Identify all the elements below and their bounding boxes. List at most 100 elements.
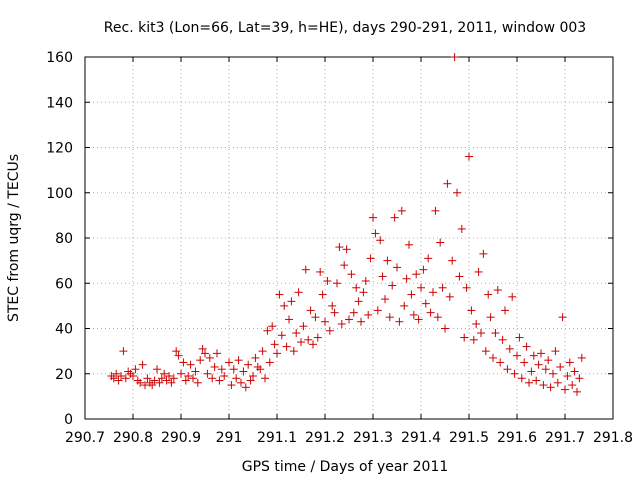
data-point [366, 254, 375, 263]
data-point [381, 295, 389, 304]
data-point [376, 236, 385, 245]
data-point [561, 385, 569, 394]
data-point [263, 326, 272, 335]
data-point [460, 333, 469, 342]
data-point [299, 322, 308, 331]
data-point [453, 188, 461, 197]
data-point [258, 347, 267, 356]
data-point [323, 276, 332, 285]
data-point [201, 349, 209, 358]
data-point [496, 358, 505, 367]
data-point [477, 329, 485, 338]
data-point [400, 301, 409, 310]
data-point [289, 347, 298, 356]
data-point [181, 376, 190, 385]
x-tick-label: 291.6 [497, 430, 537, 446]
data-point [270, 340, 279, 349]
data-point [441, 324, 449, 333]
data-point [419, 265, 428, 274]
x-tick-label: 290.8 [113, 430, 153, 446]
data-point [191, 367, 200, 376]
data-point [325, 326, 334, 335]
data-point [114, 376, 123, 385]
data-point [275, 290, 284, 299]
data-point [172, 347, 181, 356]
data-point [467, 306, 476, 315]
grid-lines [85, 57, 613, 419]
data-point [493, 286, 502, 295]
data-point [373, 306, 382, 315]
data-point [265, 358, 274, 367]
data-point [529, 351, 538, 360]
data-point [510, 369, 519, 378]
data-point [570, 367, 579, 376]
data-point [241, 383, 250, 392]
data-point [393, 263, 401, 272]
x-tick-label: 291.1 [257, 430, 297, 446]
x-tick-label: 291.2 [305, 430, 345, 446]
data-point [220, 372, 229, 381]
y-tick-label: 120 [46, 141, 73, 157]
data-point [551, 347, 560, 356]
data-point [472, 319, 481, 328]
data-point [340, 261, 349, 270]
data-point [517, 374, 526, 383]
data-point [388, 281, 397, 290]
data-point [397, 206, 406, 215]
data-point [352, 283, 361, 292]
data-point [328, 301, 337, 310]
data-point [503, 365, 512, 374]
data-point [443, 179, 452, 188]
data-point [215, 376, 224, 385]
data-point [217, 365, 226, 374]
x-tick-label: 291.5 [449, 430, 489, 446]
data-point [469, 335, 478, 344]
data-point [333, 279, 341, 288]
data-point [549, 369, 557, 378]
data-point [342, 245, 351, 254]
data-point [177, 369, 185, 378]
data-point [347, 270, 356, 279]
data-point [436, 238, 445, 247]
data-point [198, 344, 207, 353]
data-point [337, 319, 346, 328]
data-point [371, 229, 380, 238]
data-point [354, 297, 363, 306]
data-point [261, 374, 269, 383]
data-point [489, 353, 497, 362]
data-point [522, 342, 531, 351]
data-point [268, 322, 277, 331]
data-point [525, 378, 533, 387]
data-point [273, 349, 281, 358]
data-point [390, 213, 399, 222]
data-point [520, 358, 529, 367]
data-point [318, 290, 327, 299]
data-point [184, 372, 193, 381]
data-point [541, 365, 550, 374]
data-point [136, 378, 145, 387]
data-point [433, 313, 442, 322]
data-point [205, 353, 214, 362]
data-point [301, 265, 310, 274]
data-point [402, 274, 411, 283]
y-tick-label: 60 [55, 276, 73, 292]
data-point [421, 299, 430, 308]
data-point [229, 365, 238, 374]
data-point [309, 340, 317, 349]
y-axis-label: STEC from uqrg / TECUs [6, 154, 22, 322]
data-point [553, 378, 562, 387]
data-point [330, 308, 339, 317]
data-point [537, 349, 545, 358]
chart-title: Rec. kit3 (Lon=66, Lat=39, h=HE), days 2… [104, 20, 586, 36]
data-point [213, 349, 221, 358]
y-tick-label: 80 [55, 231, 73, 247]
data-point [357, 317, 365, 326]
data-point [244, 360, 253, 369]
x-tick-label: 290.9 [161, 430, 201, 446]
x-axis-label: GPS time / Days of year 2011 [242, 459, 449, 475]
data-point [450, 53, 459, 61]
x-tick-label: 291.8 [593, 430, 633, 446]
data-point [292, 329, 301, 338]
data-point [448, 256, 457, 265]
